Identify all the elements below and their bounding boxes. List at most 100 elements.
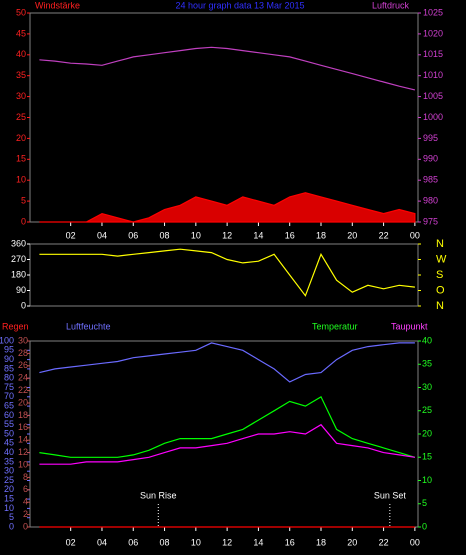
y-tick-label: 270 <box>11 254 26 264</box>
wind-label: Windstärke <box>35 0 80 10</box>
x-tick-label: 16 <box>285 537 295 547</box>
x-tick-label: 06 <box>128 537 138 547</box>
y-tick-label: 5 <box>9 512 14 522</box>
pressure-label: Luftdruck <box>372 0 410 10</box>
x-tick-label: 00 <box>410 537 420 547</box>
x-tick-label: 18 <box>316 230 326 240</box>
y2-tick-label: 0 <box>422 521 427 531</box>
y3-tick-label: 22 <box>18 385 28 395</box>
y-tick-label: 0 <box>21 300 26 310</box>
y-tick-label: 10 <box>4 503 14 513</box>
y3-tick-label: 14 <box>18 435 28 445</box>
y-tick-label: 70 <box>4 391 14 401</box>
x-tick-label: 14 <box>253 537 263 547</box>
y-tick-label: 15 <box>4 493 14 503</box>
y3-tick-label: 30 <box>18 335 28 345</box>
x-tick-label: 10 <box>191 230 201 240</box>
y2-tick-label: N <box>436 238 444 250</box>
y2-tick-label: 1010 <box>423 70 443 80</box>
y2-tick-label: 1020 <box>423 28 443 38</box>
humidity-label: Luftfeuchte <box>66 321 111 331</box>
y2-tick-label: 1005 <box>423 91 443 101</box>
y2-tick-label: N <box>436 300 444 312</box>
y3-tick-label: 4 <box>23 497 28 507</box>
x-tick-label: 10 <box>191 537 201 547</box>
y-tick-label: 180 <box>11 269 26 279</box>
y3-tick-label: 8 <box>23 472 28 482</box>
x-tick-label: 02 <box>66 537 76 547</box>
y-tick-label: 40 <box>4 447 14 457</box>
x-tick-label: 22 <box>379 537 389 547</box>
dewpoint-label: Taupunkt <box>391 321 428 331</box>
x-tick-label: 22 <box>379 230 389 240</box>
y-tick-label: 55 <box>4 419 14 429</box>
x-tick-label: 08 <box>160 230 170 240</box>
y-tick-label: 25 <box>16 112 26 122</box>
annotation: Sun Rise <box>140 490 177 500</box>
x-tick-label: 20 <box>347 537 357 547</box>
y-tick-label: 90 <box>4 354 14 364</box>
x-tick-label: 04 <box>97 537 107 547</box>
y-tick-label: 65 <box>4 400 14 410</box>
y-tick-label: 15 <box>16 154 26 164</box>
y2-tick-label: 40 <box>422 335 432 345</box>
y-tick-label: 30 <box>16 91 26 101</box>
y2-tick-label: W <box>436 253 447 265</box>
y-tick-label: 75 <box>4 382 14 392</box>
series-line <box>39 395 416 458</box>
y2-tick-label: 1000 <box>423 112 443 122</box>
y2-tick-label: O <box>436 284 445 296</box>
y-tick-label: 50 <box>16 7 26 17</box>
y-tick-label: 85 <box>4 363 14 373</box>
y3-tick-label: 28 <box>18 348 28 358</box>
y2-tick-label: 990 <box>423 154 438 164</box>
series-line <box>39 423 415 465</box>
x-tick-label: 00 <box>410 230 420 240</box>
y-tick-label: 20 <box>4 484 14 494</box>
y2-tick-label: 5 <box>422 498 427 508</box>
y3-tick-label: 24 <box>18 373 28 383</box>
y3-tick-label: 2 <box>23 509 28 519</box>
y2-tick-label: 1025 <box>423 7 443 17</box>
x-tick-label: 04 <box>97 230 107 240</box>
y2-tick-label: 35 <box>422 359 432 369</box>
y-tick-label: 0 <box>21 216 26 226</box>
rain-label: Regen <box>2 321 29 331</box>
x-tick-label: 12 <box>222 537 232 547</box>
y3-tick-label: 16 <box>18 422 28 432</box>
y-tick-label: 0 <box>9 521 14 531</box>
annotation: Sun Set <box>374 490 407 500</box>
y3-tick-label: 18 <box>18 410 28 420</box>
temperature-label: Temperatur <box>312 321 358 331</box>
y-tick-label: 360 <box>11 238 26 248</box>
y-tick-label: 100 <box>0 335 14 345</box>
y-tick-label: 20 <box>16 133 26 143</box>
y-tick-label: 50 <box>4 428 14 438</box>
y-tick-label: 10 <box>16 175 26 185</box>
y-tick-label: 5 <box>21 195 26 205</box>
y2-tick-label: 25 <box>422 405 432 415</box>
x-tick-label: 02 <box>66 230 76 240</box>
x-tick-label: 16 <box>285 230 295 240</box>
y2-tick-label: 15 <box>422 452 432 462</box>
x-tick-label: 06 <box>128 230 138 240</box>
y-tick-label: 35 <box>16 70 26 80</box>
y2-tick-label: 1015 <box>423 49 443 59</box>
y-tick-label: 25 <box>4 475 14 485</box>
y2-tick-label: 980 <box>423 195 438 205</box>
series-line <box>39 248 415 297</box>
y3-tick-label: 0 <box>23 521 28 531</box>
y3-tick-label: 10 <box>18 459 28 469</box>
y-tick-label: 95 <box>4 345 14 355</box>
x-tick-label: 14 <box>253 230 263 240</box>
y3-tick-label: 6 <box>23 484 28 494</box>
y-tick-label: 90 <box>16 285 26 295</box>
y-tick-label: 35 <box>4 456 14 466</box>
y-tick-label: 45 <box>16 28 26 38</box>
y-tick-label: 60 <box>4 410 14 420</box>
y3-tick-label: 26 <box>18 360 28 370</box>
series-line <box>39 342 415 383</box>
y2-tick-label: 20 <box>422 428 432 438</box>
